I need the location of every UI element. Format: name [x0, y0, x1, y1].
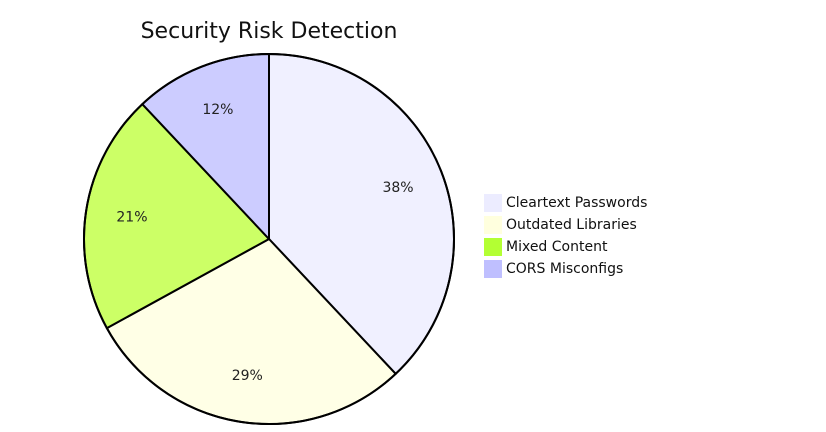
- legend-swatch: [484, 260, 502, 278]
- legend-label: Mixed Content: [506, 239, 608, 255]
- legend-label: Cleartext Passwords: [506, 195, 647, 211]
- chart-title: Security Risk Detection: [141, 19, 398, 44]
- slice-labels: 38% 29% 21% 12%: [116, 102, 413, 384]
- legend-swatch: [484, 216, 502, 234]
- legend-swatch: [484, 238, 502, 256]
- legend-label: CORS Misconfigs: [506, 261, 623, 277]
- legend: Cleartext Passwords Outdated Libraries Mix…: [484, 194, 647, 278]
- slice-value-label: 12%: [202, 102, 233, 118]
- slice-value-label: 38%: [382, 180, 413, 196]
- pie-slices: [83, 53, 455, 425]
- slice-value-label: 29%: [232, 368, 263, 384]
- legend-swatch: [484, 194, 502, 212]
- pie-outline: [83, 53, 455, 425]
- legend-label: Outdated Libraries: [506, 217, 637, 233]
- slice-value-label: 21%: [116, 209, 147, 225]
